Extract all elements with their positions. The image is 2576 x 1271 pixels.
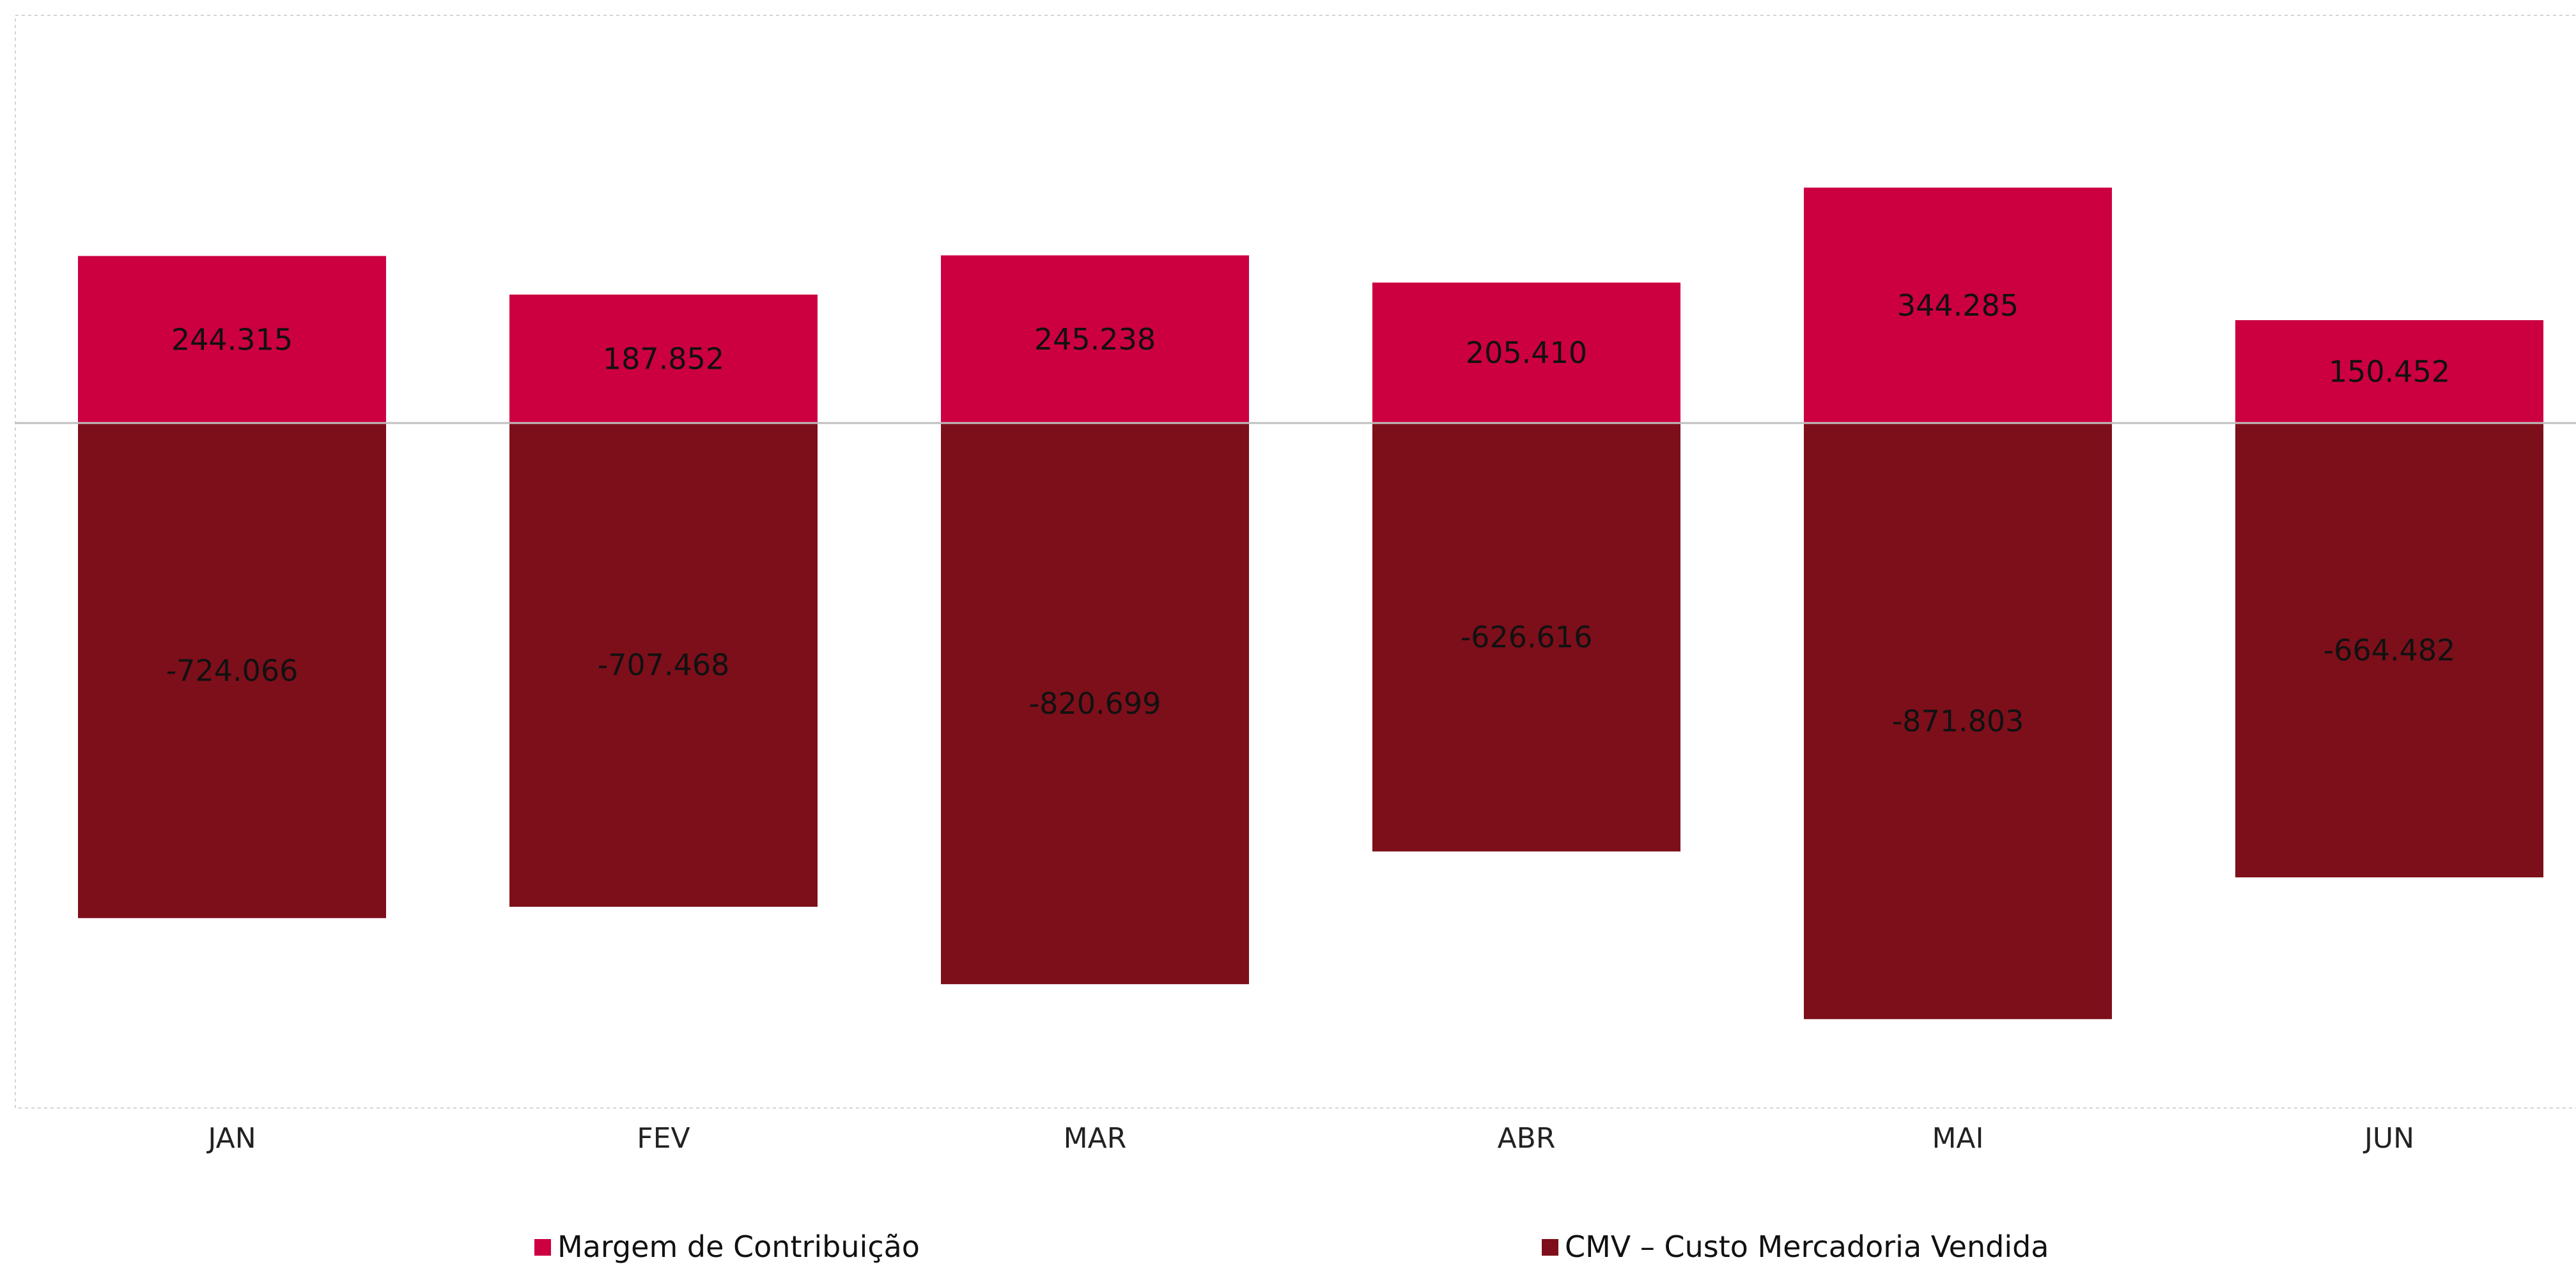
data-label-cmv-jun: -664.482 [2324, 633, 2456, 667]
bar-margem-jun [2235, 320, 2543, 423]
category-label-abr: ABR [1498, 1122, 1556, 1155]
data-labels-layer: 244.315 187.852 245.238 205.410 344.285 150.4… [166, 288, 2456, 739]
data-label-margem-fev: 187.852 [603, 341, 724, 376]
data-label-margem-jun: 150.452 [2329, 355, 2450, 389]
data-label-cmv-mai: -871.803 [1892, 704, 2024, 738]
category-label-fev: FEV [637, 1122, 690, 1155]
plot-area-border [15, 15, 2576, 1109]
bar-margem-mai [1804, 187, 2112, 423]
bar-margem-abr [1372, 282, 1680, 423]
category-label-jun: JUN [2363, 1122, 2414, 1155]
bar-cmv-mai [1804, 423, 2112, 1019]
bars-layer [78, 187, 2543, 1019]
category-label-mar: MAR [1064, 1122, 1127, 1155]
bar-margem-jan [78, 256, 386, 423]
bar-margem-mar [941, 255, 1249, 423]
category-label-mai: MAI [1932, 1122, 1983, 1155]
bar-cmv-mar [941, 423, 1249, 985]
legend-label-cmv: CMV – Custo Mercadoria Vendida [1565, 1229, 2049, 1264]
bar-cmv-jun [2235, 423, 2543, 877]
data-label-margem-mai: 344.285 [1897, 288, 2019, 323]
data-label-cmv-jan: -724.066 [166, 653, 299, 688]
bar-margem-fev [509, 294, 818, 423]
category-axis: JAN FEV MAR ABR MAI JUN [206, 1122, 2414, 1155]
legend: Margem de Contribuição CMV – Custo Mercad… [534, 1229, 2049, 1264]
legend-swatch-cmv [1542, 1239, 1558, 1256]
data-label-margem-abr: 205.410 [1466, 335, 1587, 370]
legend-swatch-margem [534, 1239, 551, 1256]
category-label-jan: JAN [206, 1122, 256, 1155]
bar-cmv-fev [509, 423, 818, 907]
bar-cmv-jan [78, 423, 386, 918]
data-label-cmv-abr: -626.616 [1461, 620, 1593, 654]
bar-cmv-abr [1372, 423, 1680, 852]
data-label-cmv-fev: -707.468 [598, 647, 730, 682]
data-label-cmv-mar: -820.699 [1029, 686, 1161, 721]
legend-label-margem: Margem de Contribuição [557, 1229, 920, 1264]
data-label-margem-jan: 244.315 [171, 322, 293, 357]
data-label-margem-mar: 245.238 [1034, 322, 1156, 357]
